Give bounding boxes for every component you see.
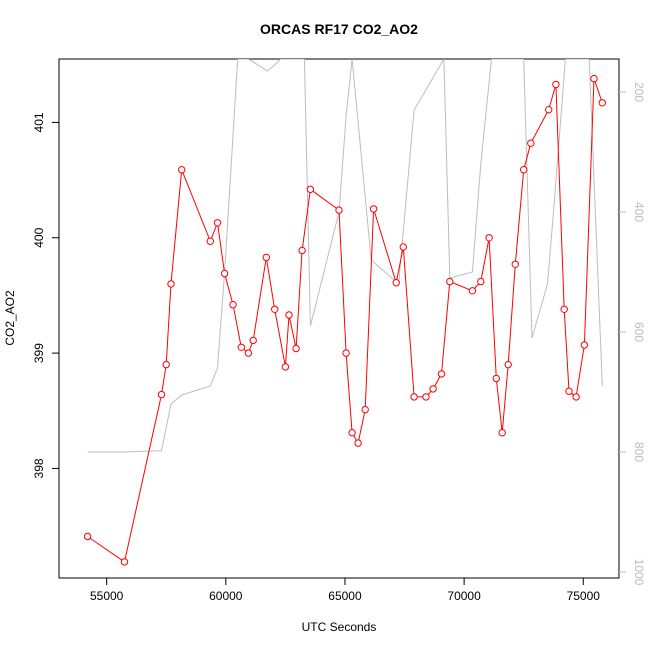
data-point [485,234,493,242]
y2-tick-label: 600 [632,322,646,342]
series-line-right-axis [87,59,603,453]
x-axis: 55000 60000 65000 70000 75000 [90,578,600,603]
data-point [120,558,129,566]
data-point [437,370,446,378]
data-point [262,253,270,262]
y-axis-left: 398 399 400 401 [32,112,59,478]
data-point [306,185,315,194]
data-point [477,277,485,286]
y-tick-label: 400 [32,227,46,247]
data-point [292,344,300,353]
data-point [399,243,407,251]
data-point [572,393,580,401]
data-point [206,237,215,245]
data-point [298,246,306,255]
data-point [520,166,528,174]
data-point [392,279,400,287]
plot-frame [58,58,620,579]
y2-tick-label: 400 [632,202,646,222]
data-point [220,269,229,278]
data-point [335,206,343,214]
data-point [560,305,568,313]
data-point [422,393,430,401]
y-tick-label: 398 [32,458,46,478]
y-tick-label: 399 [32,343,46,363]
data-point [498,429,506,437]
data-point [552,80,560,89]
data-point [249,336,257,345]
data-point [285,311,293,319]
data-point [157,390,166,399]
x-tick-label: 75000 [567,589,601,603]
data-point [492,374,500,383]
data-point [271,305,279,313]
data-point [354,439,362,447]
chart-title: ORCAS RF17 CO2_AO2 [260,21,418,37]
x-tick-label: 60000 [209,589,243,603]
data-point [527,139,535,147]
x-tick-label: 55000 [90,589,124,603]
data-point [361,405,369,414]
data-point [468,287,477,295]
data-point [348,429,356,437]
y2-tick-label: 1000 [632,559,646,586]
data-point [565,387,573,395]
data-point [511,260,519,268]
y-axis-right: 200 400 600 800 1000 [619,82,646,586]
y2-tick-label: 200 [632,82,646,102]
data-point [167,280,175,288]
data-point [590,74,598,83]
data-point [83,532,92,541]
series-layer [83,59,606,566]
data-point [580,341,589,349]
data-point [446,277,454,286]
x-tick-label: 65000 [328,589,362,603]
data-point [410,393,418,401]
series-line-co2 [87,78,603,563]
data-point [178,166,186,174]
y-tick-label: 401 [32,112,46,132]
data-point [237,343,246,351]
y-axis-label: CO2_AO2 [3,290,17,346]
data-point [369,205,378,213]
data-point [342,349,350,357]
data-point [229,301,237,309]
data-point [213,219,222,227]
x-tick-label: 70000 [447,589,481,603]
data-point [429,385,437,393]
x-axis-label: UTC Seconds [302,620,377,634]
data-point [162,360,170,369]
data-point [504,360,512,369]
data-point [281,363,290,371]
data-point [598,99,606,107]
y2-tick-label: 800 [632,442,646,462]
data-point [545,106,553,114]
data-point [244,349,253,357]
